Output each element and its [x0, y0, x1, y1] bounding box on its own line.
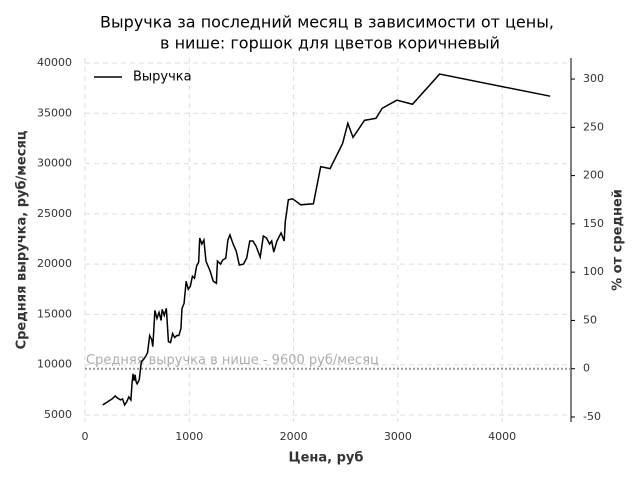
y-tick-label: 40000	[37, 56, 72, 69]
y-tick-label: 30000	[37, 157, 72, 170]
y2-axis-label: % от средней	[611, 189, 626, 291]
y2-tick-label: -50	[583, 410, 601, 423]
y2-tick-label: 0	[583, 362, 590, 375]
line-series	[102, 73, 551, 407]
y-tick-label: 35000	[37, 106, 72, 119]
x-tick-label: 2000	[280, 430, 308, 443]
y2-tick-label: 250	[583, 120, 604, 133]
y2-tick-label: 300	[583, 72, 604, 85]
y2-tick-label: 50	[583, 313, 597, 326]
y-axis-label: Средняя выручка, руб/месяц	[15, 130, 30, 349]
y2-tick-label: 100	[583, 265, 604, 278]
y-tick-label: 25000	[37, 207, 72, 220]
y2-tick-label: 150	[583, 217, 604, 230]
chart-title: в нише: горшок для цветов коричневый	[160, 34, 500, 53]
average-label: Средняя выручка в нише - 9600 руб/месяц	[86, 353, 379, 368]
y-tick-label: 10000	[37, 358, 72, 371]
y2-tick-label: 200	[583, 169, 604, 182]
chart-title: Выручка за последний месяц в зависимости…	[100, 13, 554, 32]
x-tick-label: 3000	[384, 430, 412, 443]
legend-label: Выручка	[133, 70, 192, 85]
y-tick-label: 5000	[44, 408, 72, 421]
x-tick-label: 0	[82, 430, 89, 443]
x-tick-label: 1000	[175, 430, 203, 443]
y-tick-label: 20000	[37, 257, 72, 270]
y-tick-label: 15000	[37, 307, 72, 320]
x-axis-label: Цена, руб	[289, 451, 364, 466]
x-tick-label: 4000	[488, 430, 516, 443]
